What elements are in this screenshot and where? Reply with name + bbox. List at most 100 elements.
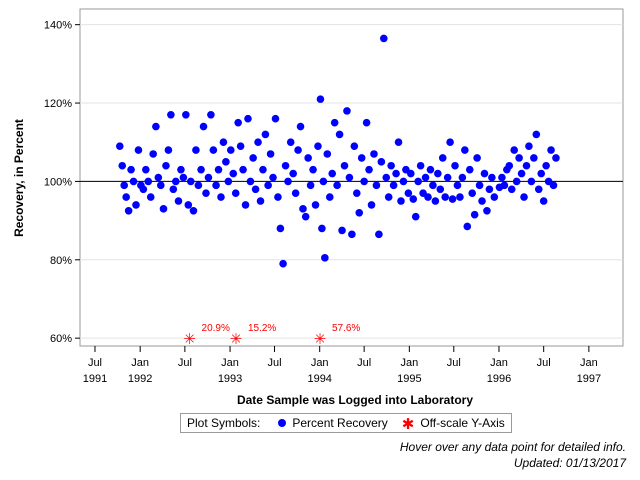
data-point: [254, 138, 262, 147]
data-point: [207, 111, 215, 119]
offscale-markers: ✳20.9%✳15.2%✳57.6%: [183, 323, 360, 348]
data-point: [115, 142, 124, 150]
data-point: [152, 122, 160, 131]
data-point: [129, 177, 138, 186]
data-point: [333, 181, 341, 190]
data-point: [375, 230, 383, 239]
data-point: [379, 34, 388, 43]
data-point: [204, 173, 213, 182]
data-point: [231, 189, 240, 197]
data-point: [323, 150, 332, 158]
data-point: [132, 201, 140, 209]
legend-item-offscale: ✱ Off-scale Y-Axis: [402, 416, 505, 432]
data-point: [426, 165, 435, 174]
data-point: [343, 107, 351, 115]
data-point: [443, 173, 452, 182]
legend-label: Percent Recovery: [292, 416, 388, 430]
legend: Plot Symbols: Percent Recovery ✱ Off-sca…: [180, 413, 512, 433]
data-point: [480, 169, 489, 178]
data-point: [279, 259, 287, 268]
data-point: [451, 161, 459, 170]
data-point: [465, 165, 474, 174]
data-point: [547, 146, 555, 154]
x-tick-year-label: 1997: [577, 373, 601, 385]
data-point: [360, 177, 368, 186]
data-point: [202, 189, 210, 197]
data-point: [372, 181, 381, 190]
data-point: [224, 177, 233, 186]
data-point: [421, 173, 430, 182]
data-point: [411, 212, 420, 221]
data-point: [510, 146, 519, 154]
data-point: [309, 165, 317, 174]
data-point: [478, 197, 486, 205]
data-point: [281, 161, 290, 170]
data-point: [446, 138, 454, 147]
data-point: [330, 118, 339, 127]
data-point: [236, 142, 245, 150]
data-point: [269, 173, 277, 182]
data-point: [316, 95, 325, 103]
data-point: [389, 181, 398, 190]
data-point: [431, 197, 440, 205]
y-axis: 60% 80% 100% 120% 140%: [44, 20, 80, 345]
data-point: [507, 185, 516, 194]
x-tick-label: Jul: [88, 357, 102, 369]
data-point: [321, 254, 329, 262]
y-axis-title: Recovery, in Percent: [12, 119, 26, 237]
data-point: [490, 193, 499, 201]
data-point: [139, 185, 148, 194]
data-point: [209, 146, 218, 154]
data-point: [197, 165, 205, 174]
data-point: [291, 189, 300, 197]
data-point: [146, 193, 155, 201]
data-point: [520, 193, 528, 201]
x-tick-label: Jan: [400, 357, 418, 369]
data-point: [367, 201, 376, 209]
data-point: [552, 154, 560, 162]
x-tick-year-label: 1991: [83, 373, 107, 385]
data-point: [456, 193, 464, 201]
data-point: [306, 181, 315, 190]
data-point: [438, 154, 447, 162]
legend-item-percent-recovery: Percent Recovery: [278, 416, 388, 430]
data-point: [498, 173, 506, 182]
data-point: [266, 150, 275, 158]
data-point: [251, 185, 260, 194]
data-point: [159, 205, 168, 213]
data-point: [118, 161, 127, 170]
data-point: [384, 193, 393, 201]
data-point: [284, 177, 292, 186]
x-tick-label: Jan: [131, 357, 149, 369]
data-point: [229, 169, 238, 178]
data-point: [174, 197, 183, 205]
data-point: [249, 154, 257, 162]
data-point: [549, 181, 558, 190]
x-tick-year-label: 1994: [307, 373, 331, 385]
data-point: [348, 230, 356, 239]
data-point: [328, 169, 337, 178]
data-point: [234, 118, 242, 127]
hover-hint: Hover over any data point for detailed i…: [399, 440, 626, 454]
data-point: [189, 207, 198, 215]
data-point: [534, 185, 543, 194]
data-point: [296, 122, 305, 131]
data-point: [259, 165, 267, 174]
data-point: [319, 177, 328, 186]
data-point: [340, 161, 349, 170]
data-point: [399, 177, 408, 186]
data-point: [244, 114, 252, 123]
data-point: [468, 189, 477, 197]
data-point: [350, 142, 359, 150]
data-point: [488, 173, 496, 182]
data-point: [409, 195, 418, 203]
data-point: [527, 177, 536, 186]
data-point: [429, 181, 437, 190]
data-point: [318, 224, 326, 233]
data-point: [416, 161, 425, 170]
data-point: [184, 201, 193, 209]
data-point: [387, 161, 395, 170]
data-point: [392, 169, 400, 178]
data-point: [122, 193, 130, 201]
data-point: [352, 189, 361, 197]
